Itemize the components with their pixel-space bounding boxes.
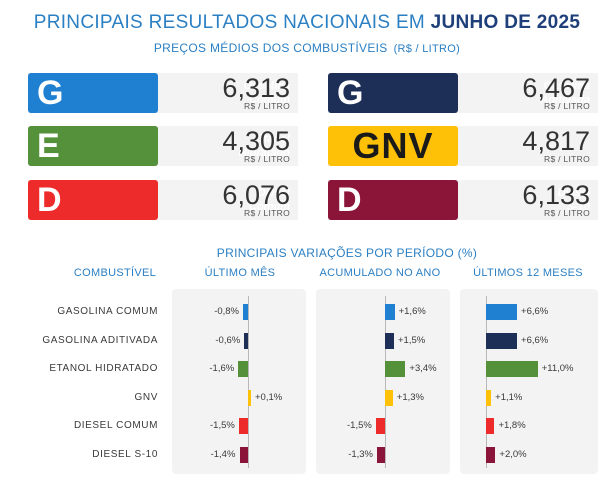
fuel-letter: G [337,74,364,112]
column-header-year: ACUMULADO NO ANO [319,267,441,279]
bar [377,446,385,463]
panel-month [172,289,306,474]
page-subtitle: PREÇOS MÉDIOS DOS COMBUSTÍVEIS (R$ / LITR… [153,41,461,55]
category-label: DIESEL S-10 [92,448,158,460]
bar [239,446,248,463]
bar [385,361,406,377]
value-label: +0,1% [255,391,283,403]
bar [486,361,538,377]
value-label: -1,5% [210,420,235,431]
value-label: -1,4% [210,448,236,460]
fuel-badge [328,180,458,220]
bar [239,418,248,434]
fuel-letter: D [37,181,62,219]
bar [486,389,492,406]
value-label: +1,3% [396,391,424,403]
value-label: +2,0% [499,448,527,460]
value-label: -0,6% [215,334,241,346]
price-unit: R$ / LITRO [544,208,590,218]
category-label: ETANOL HIDRATADO [49,363,158,374]
row-header: COMBUSTÍVEL [73,267,157,279]
bar [486,418,495,434]
bar [385,304,395,320]
panel-year [316,289,450,474]
zero-axis [486,296,487,468]
fuel-price: 6,076 [222,180,290,210]
bar [248,389,251,406]
bar [486,446,496,463]
value-label: +6,6% [521,334,549,346]
value-label: +6,6% [521,306,549,317]
bar [243,304,248,320]
fuel-name: Diesel Comum [249,187,290,213]
page-title: PRINCIPAIS RESULTADOS NACIONAIS EM JUNHO… [33,12,581,33]
bar [244,332,248,349]
value-label: +1,1% [495,391,523,403]
price-unit: R$ / LITRO [244,154,290,164]
variations-title: PRINCIPAIS VARIAÇÕES POR PERÍODO (%) [216,246,478,260]
value-label: +1,6% [398,306,426,317]
fuel-price: 4,817 [522,126,590,156]
price-card-gnv: GNV 4,817 R$ / LITRO [328,126,598,166]
category-label: GASOLINA COMUM [57,306,158,317]
column-header-month: ÚLTIMO MÊS [204,267,276,279]
fuel-letter: D [337,181,362,219]
bar [385,332,394,349]
fuel-name: Etanol Hidratado [238,133,290,159]
fuel-price: 6,467 [522,73,590,103]
fuel-price: 6,133 [522,180,590,210]
fuel-letter: GNV [352,125,434,166]
zero-axis [248,296,249,468]
category-label: DIESEL COMUM [73,420,158,431]
price-unit: R$ / LITRO [244,101,290,111]
column-header-12-months: ÚLTIMOS 12 MESES [473,267,583,279]
value-label: -1,3% [348,448,374,460]
price-unit: R$ / LITRO [544,154,590,164]
value-label: +3,4% [409,363,437,374]
fuel-badge [328,126,458,166]
bar [238,361,248,377]
value-label: -1,6% [209,363,235,374]
fuel-badge [28,126,158,166]
fuel-badge [328,73,458,113]
value-label: -0,8% [214,306,240,317]
fuel-price: 4,305 [222,126,290,156]
zero-axis [385,296,386,468]
price-card-diesel-comum: D Diesel Comum 6,076 R$ / LITRO [28,180,298,220]
fuel-name: Diesel S-10 [557,187,590,213]
value-label: -1,5% [347,420,372,431]
bar [486,304,518,320]
price-unit: R$ / LITRO [544,101,590,111]
fuel-name: Gasolina Aditivada [540,80,590,106]
fuel-letter: E [37,127,60,165]
bar [385,389,393,406]
category-label: GASOLINA ADITIVADA [42,334,158,346]
fuel-name: Gasolina Comum [243,80,290,106]
bar [486,332,518,349]
price-card-gasolina-aditivada: G Gasolina Aditivada 6,467 R$ / LITRO [328,73,598,113]
fuel-price: 6,313 [222,73,290,103]
value-label: +1,8% [498,420,526,431]
price-card-diesel-s10: D Diesel S-10 6,133 R$ / LITRO [328,180,598,220]
fuel-letter: G [37,74,64,112]
price-unit: R$ / LITRO [244,208,290,218]
fuel-badge [28,180,158,220]
price-card-gasolina-comum: G Gasolina Comum 6,313 R$ / LITRO [28,73,298,113]
value-label: +11,0% [541,363,574,374]
category-label: GNV [134,391,158,403]
panel-12-months [460,289,598,474]
bar [376,418,385,434]
fuel-badge [28,73,158,113]
price-card-etanol-hidratado: E Etanol Hidratado 4,305 R$ / LITRO [28,126,298,166]
value-label: +1,5% [398,334,426,346]
